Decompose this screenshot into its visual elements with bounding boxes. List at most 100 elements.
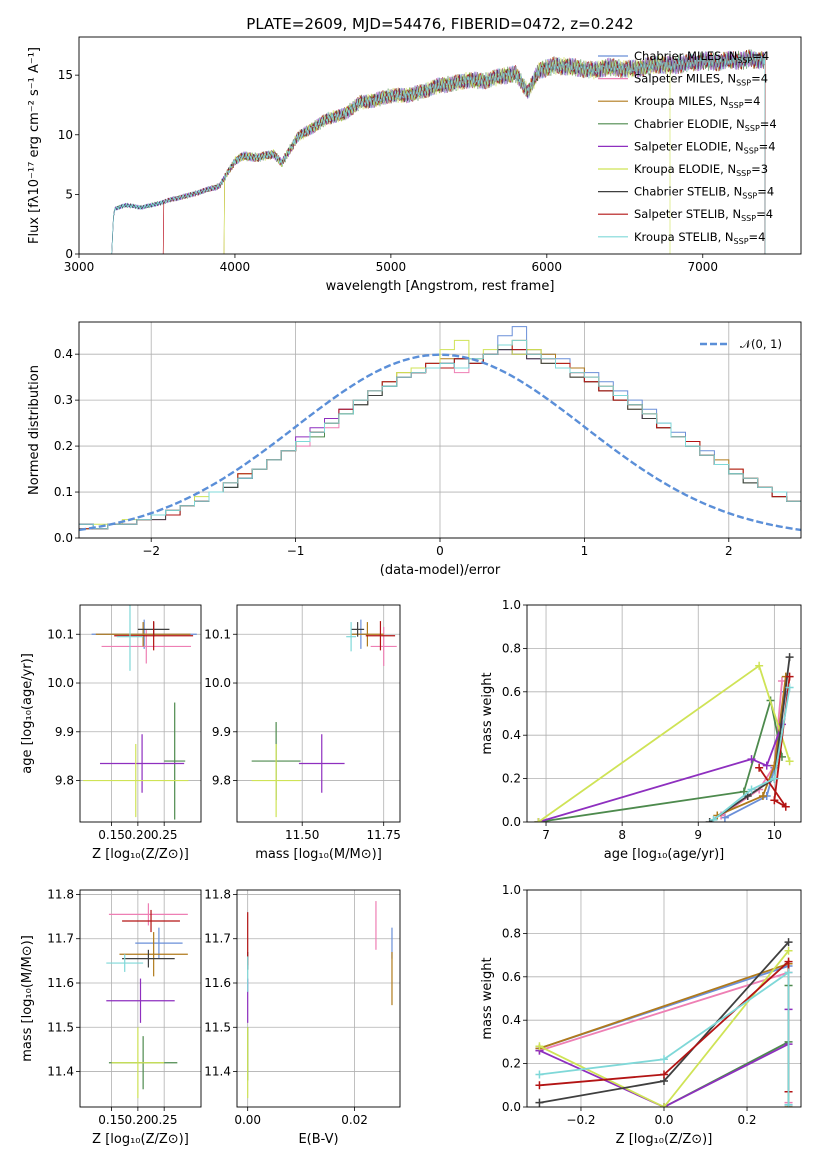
- weight-point-marker: [660, 1070, 668, 1079]
- mass_vs_age-xtick-label: 11.75: [367, 828, 401, 842]
- legend-label: Salpeter STELIB, NSSP=4: [634, 207, 773, 223]
- age_vs_weight-ytick-label: 1.0: [502, 598, 521, 612]
- mass_vs_age-frame: [236, 604, 401, 823]
- ebv_vs_mass-ytick-label: 11.7: [204, 932, 231, 946]
- mass_vs_age-ytick-label: 10.1: [204, 627, 231, 641]
- z_vs_mass-marks: [106, 903, 188, 1099]
- legend-label: Kroupa STELIB, NSSP=4: [634, 230, 765, 246]
- z_vs_mass-xtick-label: 0.20: [125, 1113, 152, 1127]
- spectrum-xtick-label: 7000: [687, 260, 718, 274]
- weight-series-line: [538, 724, 783, 822]
- z_vs_mass-xtick-label: 0.25: [151, 1113, 178, 1127]
- z_vs_age-ylabel: age [log₁₀(age/yr)]: [20, 653, 35, 774]
- z_vs_age-ytick-label: 9.8: [55, 774, 74, 788]
- age_vs_weight-panel: 7 8 9 10 0.0 0.2 0.4 0.6 0.8 1.0 age [log₁₀(age/yr…: [480, 598, 802, 862]
- ebv_vs_mass-xlabel: E(B-V): [298, 1132, 338, 1147]
- histogram-series: [79, 339, 801, 530]
- mass_vs_age-ytick-label: 9.8: [212, 774, 231, 788]
- z_vs_mass-frame: [79, 889, 202, 1108]
- z_vs_mass-ylabel: mass [log₁₀(M/M⊙)]: [20, 935, 35, 1062]
- z_vs_mass-ytick-label: 11.4: [47, 1065, 74, 1079]
- age_vs_weight-frame: [526, 604, 802, 823]
- residual_hist-xtick-label: 0: [436, 544, 444, 558]
- z_vs_mass-ytick-label: 11.8: [47, 887, 74, 901]
- ebv_vs_mass-xtick-label: 0.02: [341, 1113, 368, 1127]
- mass_vs_age-marks: [251, 619, 397, 818]
- z_vs_age-panel: 0.15 0.20 0.25 9.8 9.9 10.0 10.1 Z [log₁₀(Z/Z⊙)…: [20, 604, 202, 862]
- z_vs_weight-ytick-label: 0.8: [502, 926, 521, 940]
- weight-series-line: [709, 656, 791, 822]
- residual_hist-marks: [79, 326, 801, 532]
- weight-series-line: [539, 970, 790, 1105]
- weight-point-marker: [534, 818, 543, 822]
- z_vs_age-ytick-label: 10.1: [47, 627, 74, 641]
- z_vs_mass-ytick-label: 11.5: [47, 1020, 74, 1034]
- weight-point-marker: [785, 757, 794, 766]
- spectrum-ylabel: Flux [fλ10⁻¹⁷ erg cm⁻² s⁻¹ A⁻¹]: [27, 47, 42, 244]
- ebv_vs_mass-ytick-label: 11.4: [204, 1065, 231, 1079]
- legend-label-subscript: SSP: [742, 192, 757, 201]
- legend-label: 𝒩(0, 1): [740, 337, 782, 351]
- weight-point-marker: [755, 661, 764, 670]
- spectrum-xtick-label: 6000: [532, 260, 563, 274]
- legend-label-subscript: SSP: [737, 56, 752, 65]
- weight-point-marker: [758, 791, 767, 800]
- weight-point-marker: [784, 957, 793, 966]
- legend-label-subscript: SSP: [745, 124, 760, 133]
- ebv_vs_mass-xtick-label: 0.00: [234, 1113, 261, 1127]
- age_vs_weight-ytick-label: 0.8: [502, 641, 521, 655]
- spectrum-frame: [78, 36, 802, 255]
- legend-label-count: =3: [751, 162, 768, 176]
- ebv_vs_mass-ytick-label: 11.5: [204, 1020, 231, 1034]
- mass_vs_age-panel: 11.50 11.75 9.8 9.9 10.0 10.1 mass [log₁₀(M/M⊙…: [204, 604, 401, 862]
- mass_vs_age-xtick-label: 11.50: [285, 828, 319, 842]
- z_vs_age-marks: [83, 605, 197, 820]
- age_vs_weight-xtick-label: 8: [618, 828, 626, 842]
- residual_hist-xlabel: (data-model)/error: [380, 563, 501, 578]
- z_vs_weight-ytick-label: 0.6: [502, 970, 521, 984]
- legend-label-subscript: SSP: [729, 101, 744, 110]
- normal-curve: [79, 353, 801, 532]
- age_vs_weight-ytick-label: 0.0: [502, 815, 521, 829]
- z_vs_weight-ytick-label: 0.2: [502, 1057, 521, 1071]
- residual_hist-xtick-label: 1: [581, 544, 589, 558]
- weight-point-marker: [784, 938, 793, 947]
- weight-point-marker: [535, 1098, 544, 1107]
- z_vs_age-xlabel: Z [log₁₀(Z/Z⊙)]: [92, 847, 189, 862]
- spectrum-xtick-label: 4000: [220, 260, 251, 274]
- figure-title: PLATE=2609, MJD=54476, FIBERID=0472, z=0…: [246, 15, 633, 33]
- z_vs_age-ytick-label: 10.0: [47, 676, 74, 690]
- residual_hist-frame: [78, 321, 802, 539]
- legend-label-count: =4: [760, 117, 777, 131]
- spectrum-legend: Chabrier MILES, NSSP=4 Salpeter MILES, NS…: [598, 49, 777, 246]
- z_vs_age-xtick-label: 0.25: [151, 828, 178, 842]
- weight-point-marker: [770, 796, 779, 805]
- weight-point-marker: [755, 763, 764, 772]
- weight-point-marker: [739, 787, 748, 796]
- spectrum-ytick-label: 5: [65, 187, 73, 201]
- weight-point-marker: [785, 683, 794, 692]
- age_vs_weight-ytick-label: 0.4: [502, 728, 521, 742]
- legend-label-count: =4: [759, 139, 776, 153]
- legend-label: Salpeter MILES, NSSP=4: [634, 72, 768, 88]
- weight-point-marker: [762, 761, 771, 770]
- weight-point-marker: [747, 755, 756, 764]
- weight-point-marker: [785, 653, 794, 662]
- ebv_vs_mass-panel: 0.00 0.02 11.4 11.5 11.6 11.7 11.8 E(B-V): [204, 887, 401, 1147]
- residual_hist-xtick-label: −1: [287, 544, 305, 558]
- histogram-series: [79, 349, 801, 530]
- z_vs_mass-xlabel: Z [log₁₀(Z/Z⊙)]: [92, 1132, 189, 1147]
- residual_hist-ytick-label: 0.4: [54, 347, 73, 361]
- legend-label: Kroupa ELODIE, NSSP=3: [634, 162, 768, 178]
- z_vs_weight-ytick-label: 0.4: [502, 1013, 521, 1027]
- weight-series-line: [538, 700, 783, 822]
- age_vs_weight-marks: [534, 653, 794, 822]
- legend-label-subscript: SSP: [744, 146, 759, 155]
- spectrum-ytick-label: 15: [58, 68, 73, 82]
- residual_hist-ytick-label: 0.3: [54, 393, 73, 407]
- legend-label: Chabrier ELODIE, NSSP=4: [634, 117, 777, 133]
- z_vs_mass-xtick-label: 0.15: [98, 1113, 125, 1127]
- age_vs_weight-ytick-label: 0.6: [502, 685, 521, 699]
- spectrum-xtick-label: 5000: [376, 260, 407, 274]
